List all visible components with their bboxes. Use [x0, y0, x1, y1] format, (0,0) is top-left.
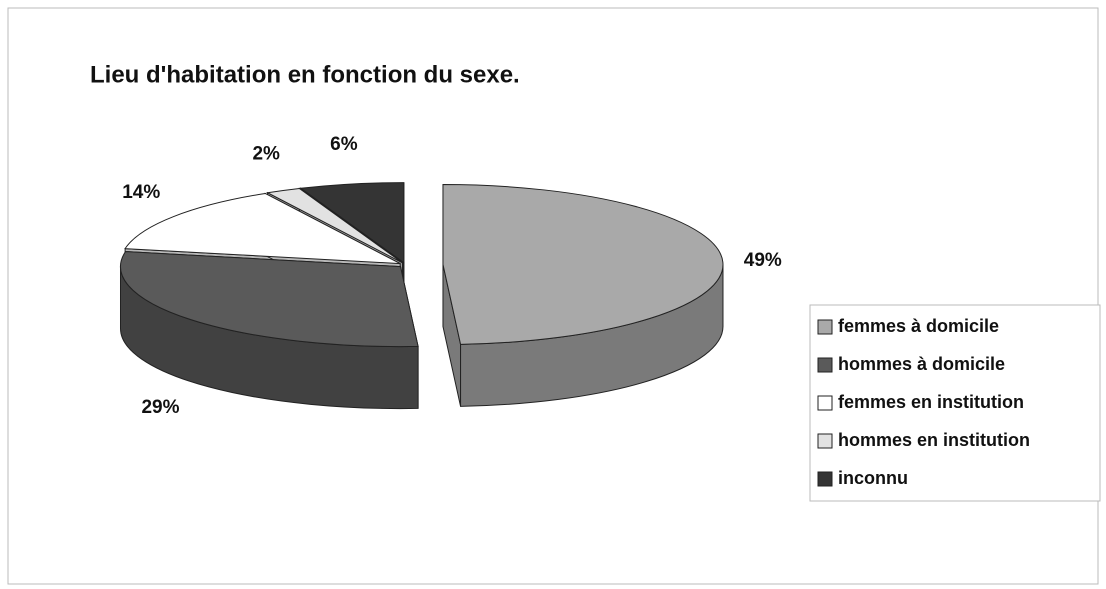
legend-label: hommes en institution [838, 430, 1030, 450]
slice-top [442, 184, 724, 345]
legend-label: inconnu [838, 468, 908, 488]
legend-box [809, 304, 1101, 502]
legend-swatch [817, 433, 833, 449]
data-label: 49% [744, 250, 782, 271]
legend-swatch [817, 395, 833, 411]
pie-slice [442, 184, 724, 407]
slice-top [265, 187, 403, 264]
legend-label: femmes à domicile [838, 316, 999, 336]
slice-top [299, 182, 405, 264]
data-label: 14% [122, 182, 160, 203]
legend-swatch [817, 357, 833, 373]
slice-top [120, 251, 419, 348]
legend-swatch [817, 471, 833, 487]
slice-top [124, 192, 401, 265]
legend-label: femmes en institution [838, 392, 1024, 412]
data-label: 2% [252, 143, 280, 164]
chart-title: Lieu d'habitation en fonction du sexe. [90, 61, 520, 88]
pie-slice [119, 251, 419, 410]
data-label: 6% [330, 134, 358, 155]
legend-label: hommes à domicile [838, 354, 1005, 374]
data-label: 29% [141, 397, 179, 418]
legend-swatch [817, 319, 833, 335]
